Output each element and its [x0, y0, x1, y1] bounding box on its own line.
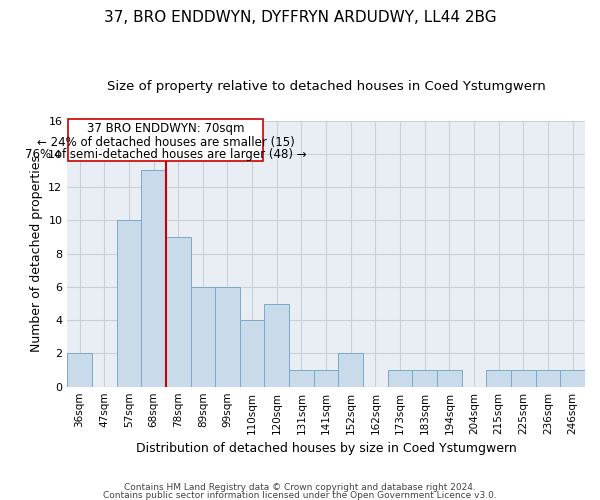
Text: ← 24% of detached houses are smaller (15): ← 24% of detached houses are smaller (15…	[37, 136, 295, 148]
Bar	[68, 119, 263, 162]
Bar	[314, 370, 338, 386]
Text: Contains HM Land Registry data © Crown copyright and database right 2024.: Contains HM Land Registry data © Crown c…	[124, 484, 476, 492]
Bar	[487, 370, 511, 386]
Bar	[67, 354, 92, 386]
Text: 76% of semi-detached houses are larger (48) →: 76% of semi-detached houses are larger (…	[25, 148, 307, 162]
Y-axis label: Number of detached properties: Number of detached properties	[29, 155, 43, 352]
Bar	[560, 370, 585, 386]
Bar	[215, 287, 240, 386]
Bar	[536, 370, 560, 386]
Title: Size of property relative to detached houses in Coed Ystumgwern: Size of property relative to detached ho…	[107, 80, 545, 93]
Bar	[166, 237, 191, 386]
Bar	[437, 370, 462, 386]
Text: 37, BRO ENDDWYN, DYFFRYN ARDUDWY, LL44 2BG: 37, BRO ENDDWYN, DYFFRYN ARDUDWY, LL44 2…	[104, 10, 496, 25]
Bar	[191, 287, 215, 386]
Bar	[388, 370, 412, 386]
Text: Contains public sector information licensed under the Open Government Licence v3: Contains public sector information licen…	[103, 491, 497, 500]
Bar	[116, 220, 141, 386]
Text: 37 BRO ENDDWYN: 70sqm: 37 BRO ENDDWYN: 70sqm	[87, 122, 245, 134]
Bar	[338, 354, 363, 386]
Bar	[289, 370, 314, 386]
Bar	[265, 304, 289, 386]
Bar	[511, 370, 536, 386]
Bar	[240, 320, 265, 386]
Bar	[141, 170, 166, 386]
Bar	[412, 370, 437, 386]
X-axis label: Distribution of detached houses by size in Coed Ystumgwern: Distribution of detached houses by size …	[136, 442, 517, 455]
